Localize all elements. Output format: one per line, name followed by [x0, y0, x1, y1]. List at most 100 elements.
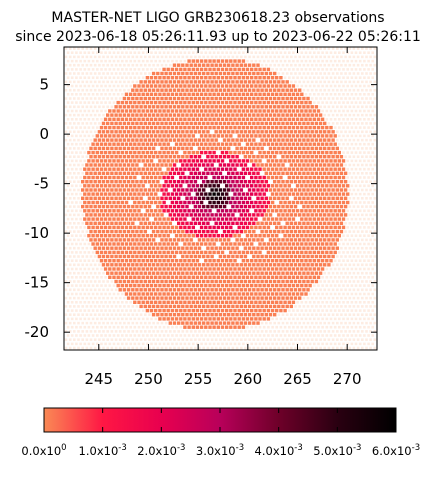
coverage-point: [323, 72, 326, 75]
coverage-point: [337, 225, 341, 230]
coverage-point: [298, 229, 302, 234]
coverage-point: [292, 342, 295, 346]
coverage-point: [108, 334, 112, 337]
coverage-point: [262, 150, 266, 155]
coverage-point: [179, 325, 183, 329]
coverage-point: [258, 267, 262, 271]
coverage-point: [369, 130, 372, 134]
coverage-point: [149, 167, 154, 171]
coverage-point: [145, 117, 150, 121]
coverage-point: [348, 97, 352, 100]
coverage-point: [118, 221, 122, 225]
coverage-point: [306, 72, 310, 75]
coverage-point: [216, 209, 220, 213]
coverage-point: [287, 217, 291, 221]
coverage-point: [329, 175, 333, 180]
coverage-point: [373, 72, 377, 75]
coverage-point: [319, 88, 322, 92]
coverage-point: [373, 80, 377, 84]
coverage-point: [156, 146, 160, 151]
coverage-point: [64, 155, 68, 158]
coverage-point: [235, 121, 239, 126]
coverage-point: [235, 188, 239, 192]
coverage-point: [237, 250, 241, 255]
coverage-point: [273, 138, 277, 142]
coverage-point: [120, 192, 124, 196]
coverage-point: [106, 113, 110, 117]
coverage-point: [103, 150, 108, 155]
coverage-point: [241, 142, 246, 146]
coverage-point: [260, 88, 264, 92]
coverage-point: [281, 204, 285, 209]
coverage-point: [118, 246, 122, 250]
coverage-point: [252, 238, 256, 242]
coverage-point: [319, 305, 322, 308]
coverage-point: [131, 105, 135, 109]
coverage-point: [283, 275, 287, 279]
coverage-point: [220, 217, 225, 221]
coverage-point: [262, 292, 266, 296]
coverage-point: [210, 113, 214, 117]
coverage-point: [363, 192, 366, 196]
coverage-point: [245, 76, 250, 80]
coverage-point: [220, 192, 225, 196]
coverage-point: [103, 192, 108, 196]
coverage-point: [73, 296, 76, 300]
coverage-point: [197, 113, 202, 117]
coverage-point: [154, 150, 158, 155]
coverage-point: [210, 304, 214, 309]
coverage-point: [218, 180, 223, 184]
coverage-point: [239, 171, 243, 175]
coverage-point: [285, 196, 289, 200]
coverage-point: [68, 80, 72, 84]
coverage-point: [295, 209, 300, 213]
coverage-point: [85, 305, 89, 308]
coverage-point: [316, 175, 321, 180]
coverage-point: [210, 246, 214, 250]
coverage-point: [252, 330, 256, 333]
coverage-point: [75, 267, 78, 271]
coverage-point: [187, 308, 191, 313]
coverage-point: [77, 88, 80, 92]
coverage-point: [114, 305, 118, 308]
coverage-point: [239, 263, 243, 267]
coverage-point: [210, 296, 214, 300]
coverage-point: [179, 84, 183, 88]
coverage-point: [218, 113, 223, 117]
coverage-point: [310, 196, 314, 200]
coverage-point: [195, 109, 200, 113]
coverage-point: [344, 97, 347, 100]
coverage-point: [222, 163, 227, 167]
coverage-point: [118, 305, 122, 308]
coverage-point: [235, 338, 239, 341]
coverage-point: [323, 138, 327, 142]
coverage-point: [131, 263, 135, 267]
coverage-point: [293, 238, 298, 242]
coverage-point: [350, 176, 354, 179]
coverage-point: [77, 172, 80, 175]
coverage-point: [291, 259, 296, 263]
coverage-point: [174, 259, 179, 263]
coverage-point: [310, 138, 314, 142]
coverage-point: [73, 172, 76, 175]
coverage-point: [75, 68, 78, 71]
coverage-point: [83, 109, 87, 113]
coverage-point: [194, 338, 197, 341]
coverage-point: [85, 188, 89, 192]
coverage-point: [268, 288, 273, 292]
coverage-point: [73, 105, 76, 109]
coverage-point: [91, 276, 95, 279]
coverage-point: [73, 163, 76, 167]
coverage-point: [235, 180, 239, 184]
coverage-point: [300, 301, 304, 304]
coverage-point: [195, 275, 200, 279]
coverage-point: [331, 163, 335, 167]
coverage-point: [214, 321, 218, 325]
coverage-point: [225, 175, 229, 180]
coverage-point: [273, 188, 277, 192]
coverage-point: [329, 109, 333, 113]
coverage-point: [151, 180, 156, 184]
coverage-point: [304, 184, 308, 188]
coverage-point: [270, 283, 275, 288]
coverage-point: [319, 330, 322, 333]
